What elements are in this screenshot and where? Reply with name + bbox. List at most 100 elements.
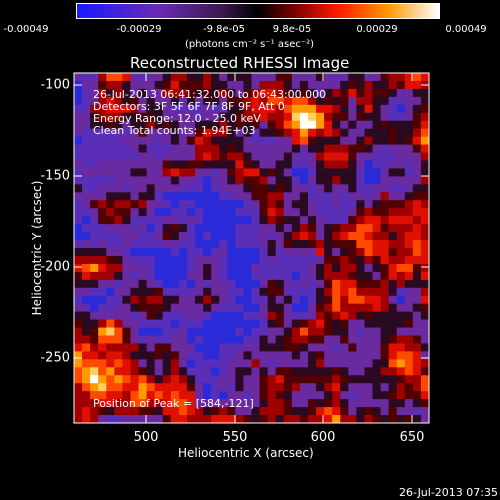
image-pixel — [203, 112, 212, 122]
image-pixel — [316, 120, 325, 130]
image-pixel — [243, 112, 253, 122]
image-pixel — [130, 208, 140, 217]
image-pixel — [364, 168, 374, 177]
image-pixel — [114, 359, 124, 368]
image-pixel — [283, 120, 293, 130]
image-pixel — [332, 136, 341, 146]
image-pixel — [146, 375, 156, 384]
image-pixel — [219, 128, 228, 138]
image-pixel — [348, 240, 357, 249]
image-pixel — [211, 208, 220, 217]
image-pixel — [219, 303, 228, 313]
image-pixel — [235, 303, 245, 313]
image-pixel — [243, 224, 253, 233]
image-pixel — [162, 327, 172, 337]
image-pixel — [235, 96, 245, 106]
image-pixel — [178, 80, 188, 90]
image-pixel — [380, 160, 390, 170]
image-pixel — [291, 120, 301, 130]
image-pixel — [380, 335, 390, 345]
image-pixel — [324, 232, 333, 241]
info-peak-position: Position of Peak = [584,-121] — [93, 397, 254, 410]
image-pixel — [211, 248, 220, 257]
image-pixel — [316, 335, 325, 345]
image-pixel — [162, 415, 172, 423]
image-pixel — [412, 391, 422, 400]
image-pixel — [340, 136, 349, 146]
image-pixel — [235, 232, 245, 241]
image-pixel — [162, 351, 172, 360]
image-pixel — [404, 184, 414, 193]
image-pixel — [332, 176, 341, 185]
image-pixel — [364, 112, 374, 122]
image-pixel — [170, 375, 180, 384]
image-pixel — [82, 359, 91, 368]
image-pixel — [122, 176, 132, 185]
image-pixel — [130, 160, 140, 170]
image-pixel — [74, 303, 83, 313]
image-pixel — [404, 263, 414, 273]
image-pixel — [283, 152, 293, 162]
image-pixel — [122, 216, 132, 225]
image-pixel — [364, 104, 374, 114]
image-pixel — [348, 407, 357, 416]
image-pixel — [420, 391, 429, 400]
image-pixel — [348, 391, 357, 400]
image-pixel — [380, 303, 390, 313]
image-pixel — [388, 112, 398, 122]
image-pixel — [114, 287, 124, 297]
image-pixel — [186, 192, 196, 201]
image-pixel — [130, 295, 140, 305]
image-pixel — [348, 216, 357, 225]
image-pixel — [275, 168, 285, 177]
image-pixel — [316, 192, 325, 201]
image-pixel — [324, 295, 333, 305]
image-pixel — [170, 391, 180, 400]
image-pixel — [203, 184, 212, 193]
image-pixel — [90, 351, 99, 360]
image-pixel — [324, 120, 333, 130]
image-pixel — [227, 160, 236, 170]
image-pixel — [154, 120, 164, 130]
image-pixel — [162, 136, 172, 146]
image-pixel — [356, 152, 366, 162]
image-pixel — [356, 263, 366, 273]
image-pixel — [122, 96, 132, 106]
image-pixel — [267, 311, 277, 321]
image-pixel — [211, 327, 220, 337]
image-pixel — [332, 224, 341, 233]
image-pixel — [364, 80, 374, 90]
image-pixel — [316, 144, 325, 154]
image-pixel — [235, 399, 245, 408]
image-pixel — [420, 168, 429, 177]
image-pixel — [316, 128, 325, 138]
image-pixel — [316, 240, 325, 249]
image-pixel — [259, 359, 269, 368]
image-pixel — [396, 367, 406, 376]
image-pixel — [324, 144, 333, 154]
image-pixel — [316, 208, 325, 217]
image-pixel — [211, 136, 220, 146]
image-pixel — [348, 383, 357, 392]
image-pixel — [356, 295, 366, 305]
image-pixel — [219, 255, 228, 265]
image-pixel — [283, 168, 293, 177]
image-pixel — [372, 391, 382, 400]
image-pixel — [420, 279, 429, 289]
image-pixel — [316, 112, 325, 122]
image-pixel — [251, 351, 261, 360]
image-pixel — [122, 240, 132, 249]
image-pixel — [380, 287, 390, 297]
image-pixel — [203, 383, 212, 392]
image-pixel — [283, 279, 293, 289]
image-pixel — [283, 391, 293, 400]
image-pixel — [195, 152, 204, 162]
image-pixel — [106, 240, 115, 249]
image-pixel — [138, 391, 148, 400]
image-pixel — [348, 415, 357, 423]
image-pixel — [283, 248, 293, 257]
image-pixel — [332, 192, 341, 201]
image-pixel — [82, 80, 91, 90]
image-pixel — [186, 120, 196, 130]
